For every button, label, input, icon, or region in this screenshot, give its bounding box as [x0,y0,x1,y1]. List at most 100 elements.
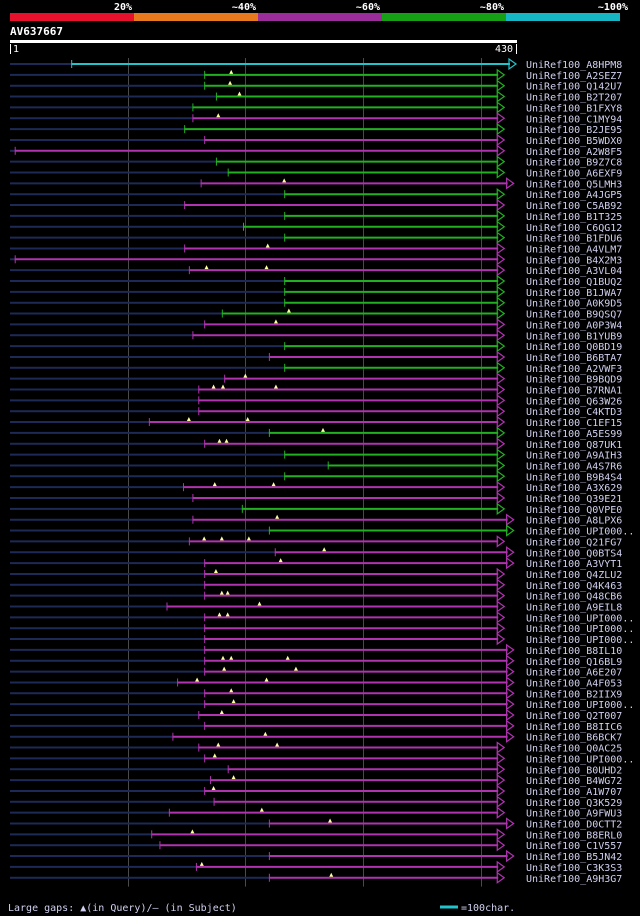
hit-row: UniRef100_Q16BL9 [10,654,622,668]
hit-row: UniRef100_Q2T007 [10,708,622,722]
hit-label: UniRef100_A4F053 [526,678,622,689]
alignment-end-arrow [496,437,506,450]
legend-segment-1 [10,13,134,21]
hit-label: UniRef100_A9EIL8 [526,603,622,614]
hit-label: UniRef100_Q16BL9 [526,657,622,668]
gap-marker [219,590,224,595]
hit-row: UniRef100_A2W8F5 [10,144,622,158]
hit-row: UniRef100_UPI000.. [10,752,634,765]
gap-marker [264,677,269,682]
hit-row: UniRef100_Q21FG7 [10,535,622,548]
scale-legend-text: =100char. [461,903,515,914]
hit-row: UniRef100_A5ES99 [10,426,622,440]
hit-label: UniRef100_B1YUB9 [526,331,622,342]
gap-marker [245,417,250,422]
alignment-end-arrow [496,405,506,418]
alignment-end-arrow [496,253,506,266]
gap-marker [275,742,280,747]
hit-row: UniRef100_A8HPM8 [10,57,622,71]
hit-label: UniRef100_A3VL04 [526,266,622,277]
hit-row: UniRef100_A2VWF3 [10,361,622,375]
hit-row: UniRef100_UPI000.. [10,622,634,635]
hit-label: UniRef100_A1W707 [526,787,622,798]
hit-row: UniRef100_A4S7R6 [10,459,622,472]
gap-marker [278,558,283,563]
gap-marker [246,536,251,541]
gap-marker [225,590,230,595]
legend-segment-3 [258,13,382,21]
legend-label-5: ~100% [598,2,628,13]
hit-label: UniRef100_B6BCK7 [526,733,622,744]
alignment-end-arrow [496,144,506,157]
hit-label: UniRef100_B6BTA7 [526,353,622,364]
hit-row: UniRef100_UPI000.. [10,697,634,711]
hit-row: UniRef100_A2SEZ7 [10,68,622,82]
hit-row: UniRef100_C1EF15 [10,415,622,429]
alignment-end-arrow [496,155,506,168]
gap-marker [217,438,222,443]
hit-row: UniRef100_Q63W26 [10,394,622,407]
alignment-end-arrow [496,589,506,602]
hit-row: UniRef100_A4JGP5 [10,188,622,201]
gap-marker [229,688,234,693]
alignment-end-arrow [496,296,506,309]
alignment-end-arrow [496,101,506,114]
hit-row: UniRef100_Q4K463 [10,578,622,592]
hit-label: UniRef100_B1FDU6 [526,234,622,245]
gap-marker [211,384,216,389]
gap-marker [329,872,334,877]
hit-label: UniRef100_A4S7R6 [526,461,622,472]
hit-label: UniRef100_Q142U7 [526,82,622,93]
legend-label-4: ~80% [480,2,504,13]
hit-label: UniRef100_Q0BTS4 [526,548,622,559]
hit-row: UniRef100_B0UHD2 [10,763,622,776]
hit-label: UniRef100_B9BQD9 [526,375,622,386]
hit-row: UniRef100_Q0VPE0 [10,502,622,516]
gap-marker [265,243,270,248]
legend-segment-4 [382,13,506,21]
hit-row: UniRef100_A9FWU3 [10,806,622,820]
hit-label: UniRef100_A4JGP5 [526,190,622,201]
hit-row: UniRef100_B5JN42 [10,849,622,863]
hit-label: UniRef100_B4WG72 [526,776,622,787]
gap-legend-text: Large gaps: ▲(in Query)/— (in Subject) [8,903,237,914]
legend-label-2: ~40% [232,2,256,13]
query-end-label: 430 [495,44,513,55]
hit-row: UniRef100_A1W707 [10,784,622,798]
hit-row: UniRef100_Q39E21 [10,491,622,505]
hit-row: UniRef100_B9Z7C8 [10,155,622,169]
hit-label: UniRef100_A2VWF3 [526,364,622,375]
gap-marker [199,861,204,866]
alignment-end-arrow [496,209,506,223]
hit-row: UniRef100_Q48CB6 [10,589,622,603]
hit-label: UniRef100_Q0AC25 [526,744,622,755]
gap-marker [285,655,290,660]
hit-label: UniRef100_Q0BD19 [526,342,622,353]
hit-row: UniRef100_UPI000.. [10,632,634,646]
alignment-end-arrow [496,274,506,288]
alignment-end-arrow [496,231,506,244]
hit-label: UniRef100_C4KTD3 [526,407,622,418]
hit-label: UniRef100_A9H3G7 [526,874,622,885]
hit-label: UniRef100_B8IIC6 [526,722,622,733]
alignment-end-arrow [496,600,506,613]
hit-row: UniRef100_A6E207 [10,665,622,679]
alignment-end-arrow [496,415,506,429]
alignment-end-arrow [506,177,515,190]
gap-marker [229,655,234,660]
alignment-end-arrow [496,448,506,461]
gap-marker [224,438,229,443]
alignment-end-arrow [496,491,506,505]
alignment-end-arrow [496,318,506,331]
hit-label: UniRef100_Q4ZLU2 [526,570,622,581]
hit-label: UniRef100_UPI000.. [526,613,634,624]
hit-label: UniRef100_B5JN42 [526,852,622,863]
gap-marker [237,91,242,96]
gap-marker [211,785,216,790]
hit-row: UniRef100_B9BQD9 [10,372,622,386]
gap-marker [273,319,278,324]
gap-marker [229,69,234,74]
hit-label: UniRef100_B5WDX0 [526,136,622,147]
hit-label: UniRef100_UPI000.. [526,700,634,711]
hit-label: UniRef100_D0CTT2 [526,820,622,831]
